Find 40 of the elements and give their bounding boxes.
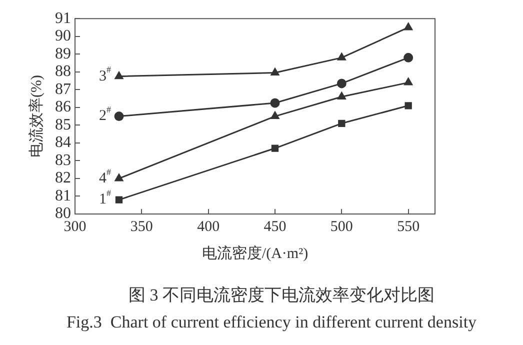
series-label: 2#	[99, 104, 112, 124]
point	[270, 112, 280, 120]
point	[115, 196, 123, 204]
point	[271, 144, 279, 152]
point	[270, 68, 280, 76]
point	[338, 120, 346, 127]
series-label: 3#	[99, 64, 112, 84]
y-tick-label: 89	[55, 45, 71, 62]
series-label: 4#	[99, 166, 112, 186]
point	[270, 98, 280, 108]
y-tick-label: 81	[55, 187, 71, 204]
y-tick-label: 84	[55, 134, 71, 152]
point	[114, 174, 124, 182]
y-tick-label: 87	[55, 80, 71, 98]
x-tick-label: 350	[130, 218, 153, 235]
point	[404, 22, 413, 30]
caption: Fig.3 Chart of current efficiency in different current density	[66, 312, 478, 332]
x-axis-title: 电流密度/(A·m²)	[202, 244, 308, 262]
x-tick-label: 450	[264, 218, 286, 235]
series-label: 1#	[99, 188, 112, 208]
point	[404, 102, 412, 110]
point	[114, 72, 124, 80]
y-tick-label: 86	[55, 98, 71, 116]
y-tick-label: 88	[55, 63, 71, 80]
x-tick-label: 500	[330, 218, 353, 235]
y-tick-label: 85	[55, 116, 71, 134]
x-tick-label: 550	[397, 218, 420, 235]
point	[404, 52, 414, 62]
point	[336, 78, 346, 88]
point	[404, 78, 413, 86]
y-axis-title: 电流效率(%)	[28, 75, 45, 158]
x-tick-label: 400	[197, 218, 220, 235]
point	[337, 92, 346, 100]
y-tick-label: 91	[55, 10, 71, 27]
y-tick-label: 90	[55, 28, 71, 45]
caption: 图 3 不同电流密度下电流效率变化对比图	[128, 285, 434, 304]
y-tick-label: 83	[55, 152, 71, 169]
point	[114, 112, 124, 122]
point	[337, 52, 346, 60]
y-tick-label: 82	[55, 170, 71, 187]
